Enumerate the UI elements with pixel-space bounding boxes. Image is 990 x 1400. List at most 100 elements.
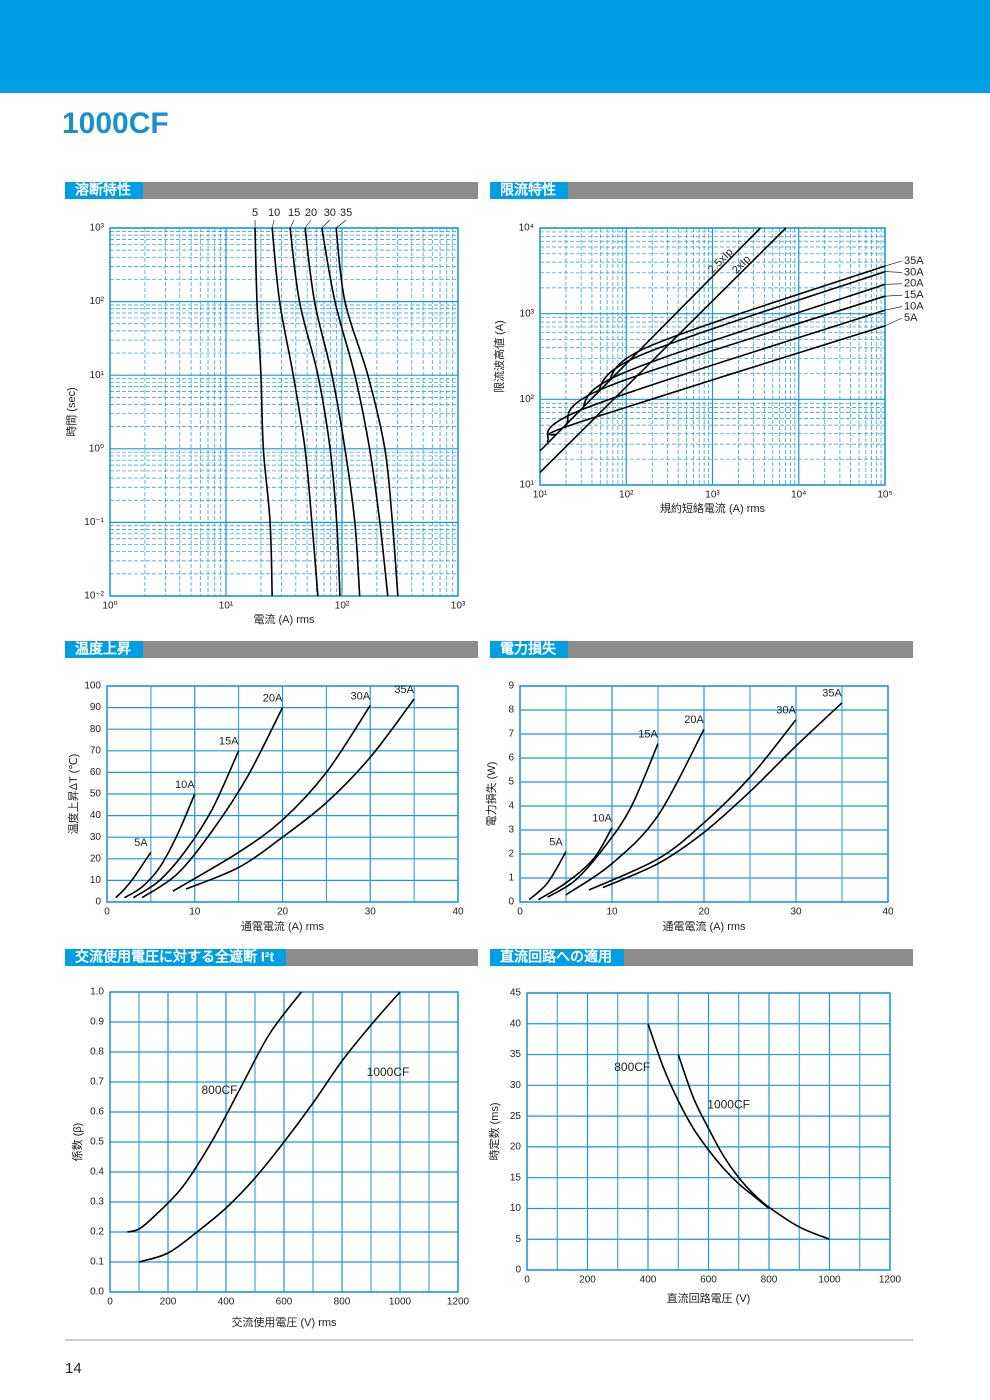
y-tick-label: 40 <box>90 810 102 821</box>
x-tick-label: 400 <box>640 1275 657 1286</box>
series-line <box>602 702 843 889</box>
y-tick-label: 8 <box>508 705 514 716</box>
series-line <box>115 851 152 899</box>
series-line <box>172 705 371 892</box>
plot-area <box>109 227 459 597</box>
series-label: 15A <box>904 289 924 301</box>
y-tick-label: 0 <box>515 1265 521 1276</box>
y-tick-label: 90 <box>90 702 102 713</box>
y-tick-label: 10¹ <box>520 480 535 491</box>
y-tick-label: 70 <box>90 745 102 756</box>
section-title: 温度上昇 <box>75 641 131 657</box>
x-tick-label: 10¹ <box>219 601 234 612</box>
section-bar <box>490 182 913 199</box>
x-tick-label: 10² <box>619 490 634 501</box>
y-tick-label: 10⁻¹ <box>84 517 104 528</box>
series-label: 10A <box>175 779 195 791</box>
x-tick-label: 10 <box>189 907 201 918</box>
series-label: 15A <box>219 736 239 748</box>
series-line <box>580 283 886 411</box>
y-tick-label: 10 <box>510 1203 522 1214</box>
series-label: 1000CF <box>367 1065 410 1079</box>
section-label-box <box>490 641 568 658</box>
y-tick-label: 0.1 <box>90 1257 104 1268</box>
y-tick-label: 0.3 <box>90 1197 104 1208</box>
section-label-box <box>490 182 568 199</box>
series-label: 35A <box>394 684 414 696</box>
series-line <box>565 295 886 426</box>
section-bar <box>490 641 913 658</box>
x-tick-label: 0 <box>104 907 110 918</box>
x-tick-label: 200 <box>579 1275 596 1286</box>
y-tick-label: 0 <box>508 897 514 908</box>
y-tick-label: 9 <box>508 681 514 692</box>
x-tick-label: 600 <box>276 1297 293 1308</box>
y-tick-label: 10⁴ <box>519 223 534 234</box>
series-label: 15A <box>638 729 658 741</box>
series-label: 20A <box>904 278 924 290</box>
y-tick-label: 0.7 <box>90 1077 104 1088</box>
x-tick-label: 0 <box>524 1275 530 1286</box>
x-tick-label: 10³ <box>705 490 720 501</box>
x-tick-label: 1000 <box>818 1275 841 1286</box>
y-axis-label: 時定数 (ms) <box>487 1102 501 1160</box>
y-tick-label: 0.5 <box>90 1137 104 1148</box>
label-leader <box>304 219 312 229</box>
y-axis-label: 温度上昇ΔT (℃) <box>66 754 80 835</box>
series-label: 5A <box>904 312 918 324</box>
x-tick-label: 200 <box>160 1297 177 1308</box>
y-tick-label: 60 <box>90 767 102 778</box>
y-tick-label: 100 <box>84 681 101 692</box>
y-tick-label: 1.0 <box>90 987 104 998</box>
series-line <box>647 1023 770 1210</box>
x-tick-label: 10¹ <box>533 490 548 501</box>
label-leader <box>884 283 903 285</box>
section-bar <box>65 182 478 199</box>
y-tick-label: 2 <box>508 849 514 860</box>
section-bar <box>65 641 478 658</box>
series-label: 35A <box>822 688 842 700</box>
label-leader <box>884 260 903 267</box>
y-tick-label: 0.0 <box>90 1287 104 1298</box>
label-leader <box>884 271 903 273</box>
y-tick-label: 3 <box>508 825 514 836</box>
series-line <box>546 309 886 443</box>
series-label: 35 <box>340 207 352 219</box>
x-tick-label: 800 <box>334 1297 351 1308</box>
y-tick-label: 80 <box>90 724 102 735</box>
series-line <box>547 743 659 898</box>
series-label: 15 <box>288 207 300 219</box>
section-label-box <box>490 949 624 966</box>
y-tick-label: 0.9 <box>90 1017 104 1028</box>
x-axis-label: 電流 (A) rms <box>253 612 315 626</box>
label-leader <box>884 294 903 297</box>
series-label: 30A <box>350 690 370 702</box>
y-tick-label: 10⁻² <box>84 591 104 602</box>
series-line <box>289 227 341 597</box>
y-tick-label: 0.2 <box>90 1227 104 1238</box>
section-title: 電力損失 <box>500 641 557 657</box>
y-axis-label: 電力損失 (W) <box>484 762 498 827</box>
x-tick-label: 800 <box>761 1275 778 1286</box>
y-tick-label: 30 <box>90 832 102 843</box>
y-tick-label: 5 <box>508 777 514 788</box>
series-label: 5A <box>134 837 148 849</box>
label-leader <box>271 219 275 229</box>
y-tick-label: 10² <box>520 394 535 405</box>
y-tick-label: 10 <box>90 875 102 886</box>
y-tick-label: 20 <box>90 853 102 864</box>
y-axis-label: 限流波高値 (A) <box>492 320 506 393</box>
x-tick-label: 40 <box>452 907 464 918</box>
series-line <box>141 707 284 899</box>
y-tick-label: 35 <box>510 1049 522 1060</box>
section-label-box <box>65 641 143 658</box>
y-tick-label: 25 <box>510 1111 522 1122</box>
y-tick-label: 45 <box>510 988 522 999</box>
series-line <box>254 227 273 597</box>
y-tick-label: 10⁰ <box>89 443 104 454</box>
x-tick-label: 10² <box>335 601 350 612</box>
x-tick-label: 20 <box>698 907 710 918</box>
series-line <box>138 991 401 1263</box>
series-label: 10 <box>268 207 280 219</box>
